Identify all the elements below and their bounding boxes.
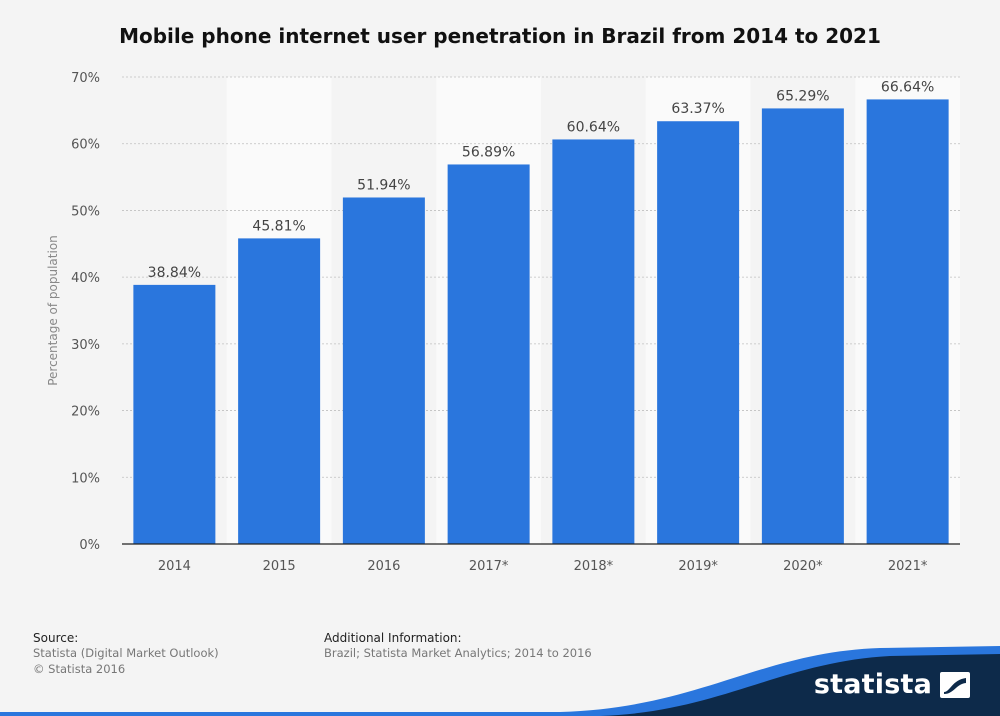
x-tick-label: 2016 xyxy=(367,559,400,574)
x-tick-label: 2015 xyxy=(263,559,296,574)
y-tick-label: 30% xyxy=(71,338,100,353)
additional-info-block: Additional Information: Brazil; Statista… xyxy=(324,631,592,661)
source-block: Source: Statista (Digital Market Outlook… xyxy=(33,631,219,677)
x-tick-label: 2020* xyxy=(783,559,823,574)
additional-info-heading: Additional Information: xyxy=(324,631,462,645)
y-tick-label: 20% xyxy=(71,405,100,420)
x-tick-label: 2021* xyxy=(888,559,928,574)
data-label: 65.29% xyxy=(776,88,829,104)
data-label: 63.37% xyxy=(671,101,724,117)
wave-navy-fill xyxy=(600,654,1000,716)
statista-logo[interactable]: statista xyxy=(814,669,970,700)
y-tick-label: 0% xyxy=(79,538,100,553)
x-tick-label: 2018* xyxy=(574,559,614,574)
bars xyxy=(133,99,949,545)
x-tick-label: 2014 xyxy=(158,559,191,574)
x-tick-label: 2017* xyxy=(469,559,509,574)
y-tick-label: 10% xyxy=(71,471,100,486)
y-axis-label: Percentage of population xyxy=(46,235,60,386)
bar-2019[interactable] xyxy=(657,121,740,545)
data-label: 60.64% xyxy=(567,119,620,135)
x-tick-label: 2019* xyxy=(678,559,718,574)
bar-chart: 0% 10% 20% 30% 40% 50% 60% 70% 38.84% 45.81% 51.9… xyxy=(46,71,960,574)
chart-title: Mobile phone internet user penetration i… xyxy=(119,24,881,48)
data-label: 51.94% xyxy=(357,177,410,193)
y-tick-label: 40% xyxy=(71,271,100,286)
statista-logo-icon xyxy=(940,671,970,698)
data-label: 38.84% xyxy=(148,265,201,281)
data-label: 56.89% xyxy=(462,144,515,160)
bar-2017[interactable] xyxy=(447,164,530,544)
brand-name: statista xyxy=(813,669,932,700)
bar-2016[interactable] xyxy=(342,197,425,544)
bar-2014[interactable] xyxy=(133,284,216,544)
additional-info-text: Brazil; Statista Market Analytics; 2014 … xyxy=(324,646,592,660)
y-tick-label: 50% xyxy=(71,204,100,219)
bar-2020[interactable] xyxy=(761,108,844,545)
data-label: 45.81% xyxy=(252,218,305,234)
source-line-1[interactable]: Statista (Digital Market Outlook) xyxy=(33,646,219,660)
bar-2021[interactable] xyxy=(866,99,949,544)
data-label: 66.64% xyxy=(881,79,934,95)
brand-wave-banner xyxy=(0,646,1000,716)
source-heading: Source: xyxy=(33,631,79,645)
y-tick-label: 60% xyxy=(71,138,100,153)
source-line-2: © Statista 2016 xyxy=(33,662,126,676)
y-axis-ticks: 0% 10% 20% 30% 40% 50% 60% 70% xyxy=(71,71,100,553)
bar-2018[interactable] xyxy=(552,139,635,544)
data-labels: 38.84% 45.81% 51.94% 56.89% 60.64% 63.37% 65.2… xyxy=(148,79,935,280)
y-tick-label: 70% xyxy=(71,71,100,86)
bar-2015[interactable] xyxy=(238,238,321,545)
x-axis-ticks: 2014 2015 2016 2017* 2018* 2019* 2020* 2021* xyxy=(158,559,928,574)
